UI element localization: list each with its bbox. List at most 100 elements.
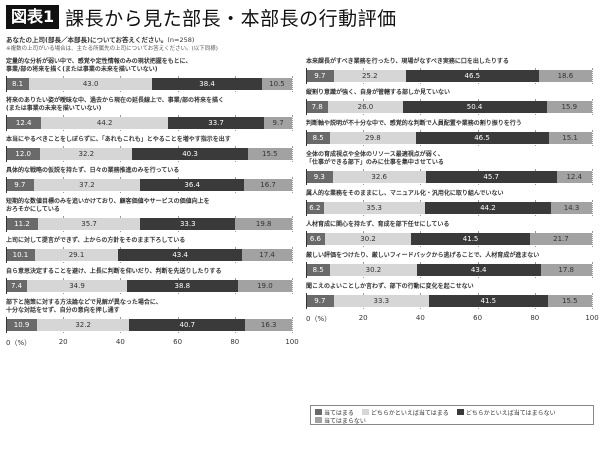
item-label: 本当にやるべきことをしぼらずに、「あれもこれも」とやることを増やす指示を出す	[6, 136, 298, 144]
item-label-line1: 厳しい評価をつけたり、厳しいフィードバックから逃げることで、人材育成が進まない	[306, 252, 540, 259]
stacked-bar: 6.6 30.2 41.5 21.7	[306, 233, 592, 245]
item-label-line1: 全体の育成視点や全体のリソース最適視点が弱く、	[306, 151, 444, 158]
chart-item: 聞こえのよいことしか言わず、部下の行動に変化を起こせない 9.7 33.3 41.5 1…	[306, 283, 598, 309]
bar-segment-applies: 9.3	[306, 171, 333, 183]
bar-row: 9.3 32.6 45.7 12.4	[306, 169, 598, 185]
segment-value: 6.6	[309, 235, 321, 243]
bar-segment-somewhat-not-applies: 43.4	[416, 264, 541, 276]
bar-row: 11.2 35.7 33.3 19.8	[6, 216, 298, 232]
bar-segment-applies: 6.2	[306, 202, 324, 214]
axis-line	[6, 177, 7, 193]
bar-segment-somewhat-not-applies: 33.7	[167, 117, 265, 129]
segment-value: 38.8	[174, 282, 191, 290]
bar-row: 12.0 32.2 40.3 15.5	[6, 146, 298, 162]
stacked-bar: 6.2 35.3 44.2 14.3	[306, 202, 592, 214]
item-label: 上司に対して提言ができず、上からの方針をそのまま下ろしている	[6, 237, 298, 245]
item-label-line1: 上司に対して提言ができず、上からの方針をそのまま下ろしている	[6, 237, 186, 244]
gridline	[292, 76, 293, 92]
segment-value: 25.2	[361, 72, 378, 80]
legend-label: どちらかといえば当てはまらない	[465, 409, 556, 417]
segment-value: 15.9	[561, 103, 578, 111]
chart-item: 属人的な業務をそのままにし、マニュアル化・汎用化に取り組んでいない 6.2 35.3…	[306, 190, 598, 216]
gridline	[592, 68, 593, 84]
x-tick-label: 80	[230, 338, 240, 346]
segment-value: 43.4	[470, 266, 487, 274]
bar-segment-somewhat-applies: 26.0	[328, 101, 403, 113]
sample-size: (n=258)	[167, 36, 195, 44]
item-label-line1: 判断軸や説明が不十分な中で、感覚的な判断で人員配置や業務の割り振りを行う	[306, 120, 522, 127]
chart-item: 自ら意思決定することを避け、上長に判断を仰いだり、判断を先送りしたりする 7.4 3…	[6, 268, 298, 294]
axis-line	[6, 146, 7, 162]
bar-row: 9.7 25.2 46.5 18.6	[306, 68, 598, 84]
segment-value: 14.3	[563, 204, 580, 212]
bar-segment-not-applies: 15.5	[247, 148, 292, 160]
segment-value: 36.4	[184, 181, 200, 189]
segment-value: 40.7	[179, 321, 196, 329]
legend-swatch-icon	[315, 409, 322, 415]
stacked-bar: 8.1 43.0 38.4 10.5	[6, 78, 292, 90]
item-label: 自ら意思決定することを避け、上長に判断を仰いだり、判断を先送りしたりする	[6, 268, 298, 276]
x-tick-label: 20	[58, 338, 68, 346]
bar-row: 10.1 29.1 43.4 17.4	[6, 247, 298, 263]
segment-value: 16.3	[260, 321, 277, 329]
segment-value: 19.8	[255, 220, 272, 228]
item-label: 縦割り意識が強く、自身が管轄する部しか見ていない	[306, 89, 598, 97]
bar-segment-somewhat-applies: 32.2	[37, 319, 130, 331]
axis-line	[306, 130, 307, 146]
bar-segment-not-applies: 16.3	[245, 319, 292, 331]
bar-segment-somewhat-not-applies: 46.5	[415, 132, 549, 144]
item-label: 短期的な数値目標のみを追いかけており、顧客価値やサービスの価値向上を おろそかにし…	[6, 198, 298, 214]
legend-swatch-icon	[456, 409, 464, 415]
bar-segment-applies: 6.6	[306, 233, 325, 245]
segment-value: 12.4	[566, 173, 583, 181]
segment-value: 12.4	[15, 119, 32, 127]
bar-segment-somewhat-applies: 34.9	[27, 280, 127, 292]
chart-item: 将来のありたい姿が曖昧な中、過去から現在の延長線上で、事業/部の将来を描く (また…	[6, 97, 298, 131]
bar-segment-not-applies: 19.0	[237, 280, 292, 292]
bar-segment-applies: 7.8	[306, 101, 329, 113]
figure-title: 課長から見た部長・本部長の行動評価	[65, 7, 397, 30]
segment-value: 35.3	[366, 204, 382, 212]
bar-segment-not-applies: 19.8	[235, 218, 292, 230]
stacked-bar: 9.7 37.2 36.4 16.7	[6, 179, 292, 191]
left-chart-column: 定量的な分析が弱い中で、感覚や定性情報のみの現状把握をもとに、 事業/部の将来を描…	[6, 58, 299, 348]
gridline	[592, 99, 593, 115]
bar-segment-not-applies: 10.5	[261, 78, 292, 90]
bar-segment-somewhat-applies: 25.2	[333, 70, 406, 82]
bar-segment-applies: 9.7	[306, 295, 334, 307]
gridline	[592, 200, 593, 216]
bar-segment-applies: 9.7	[306, 70, 334, 82]
bar-segment-somewhat-not-applies: 46.5	[405, 70, 539, 82]
bar-segment-somewhat-applies: 30.2	[324, 233, 412, 245]
legend-label: 当てはまらない	[324, 417, 366, 425]
stacked-bar: 7.4 34.9 38.8 19.0	[6, 280, 292, 292]
bar-segment-somewhat-applies: 35.3	[323, 202, 425, 214]
segment-value: 43.0	[82, 80, 99, 88]
bar-segment-applies: 10.1	[6, 249, 35, 261]
bar-segment-somewhat-applies: 32.6	[332, 171, 426, 183]
bar-segment-not-applies: 14.3	[551, 202, 592, 214]
gridline	[592, 169, 593, 185]
x-tick-label: 80	[530, 314, 540, 322]
bar-segment-somewhat-applies: 33.3	[333, 295, 429, 307]
bar-row: 9.7 33.3 41.5 15.5	[306, 293, 598, 309]
x-axis-labels: 0（%） 20 40 60 80 100	[6, 338, 299, 348]
gridline	[292, 177, 293, 193]
question-text: あなたの上司(部長／本部長)についてお答えください。(n=258)	[6, 34, 194, 44]
bar-segment-not-applies: 15.9	[546, 101, 592, 113]
bar-segment-not-applies: 18.6	[538, 70, 592, 82]
segment-value: 15.5	[562, 297, 578, 305]
x-tick-label: 40	[415, 314, 425, 322]
bar-segment-not-applies: 16.7	[244, 179, 292, 191]
item-label-line1: 縦割り意識が強く、自身が管轄する部しか見ていない	[306, 89, 451, 96]
gridline	[592, 231, 593, 247]
item-label-line1: 属人的な業務をそのままにし、マニュアル化・汎用化に取り組んでいない	[306, 190, 504, 197]
segment-value: 12.0	[15, 150, 31, 158]
bar-segment-not-applies: 15.5	[547, 295, 592, 307]
bar-segment-somewhat-applies: 35.7	[38, 218, 141, 230]
segment-value: 44.2	[480, 204, 496, 212]
gridline	[592, 130, 593, 146]
chart-item: 全体の育成視点や全体のリソース最適視点が弱く、 「仕事ができる部下」のみに仕事を集…	[306, 151, 598, 185]
bar-segment-somewhat-not-applies: 38.8	[126, 280, 238, 292]
segment-value: 33.3	[373, 297, 390, 305]
